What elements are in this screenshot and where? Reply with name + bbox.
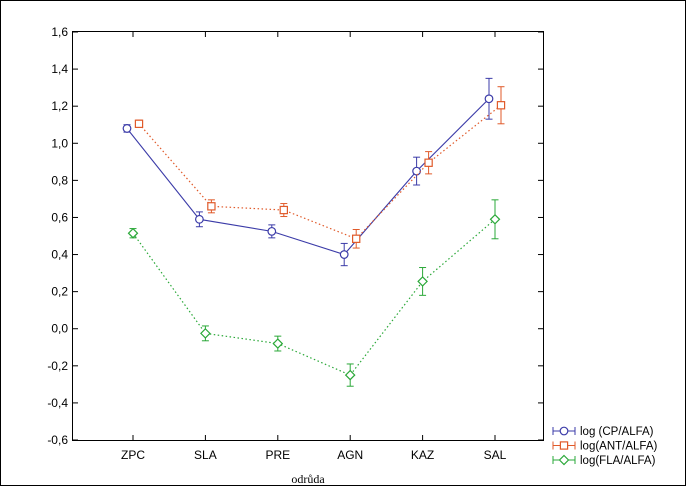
y-tick-label: 1,2 [51,99,68,113]
data-point [344,369,356,381]
x-axis-label: odrůda [291,472,325,486]
y-tick-label: 1,0 [51,136,68,150]
x-tick-label: SLA [194,448,217,462]
series-2 [127,199,501,387]
legend-marker [559,441,569,450]
y-tick-label: 0,6 [51,210,68,224]
legend-label: log (CP/ALFA) [580,426,654,438]
legend: log (CP/ALFA) log(ANT/ALFA) log(FLA/ALFA) [552,426,657,467]
y-tick-label: 0,2 [51,285,68,299]
x-tick-label: PRE [265,448,290,462]
x-tick-label: KAZ [411,448,434,462]
legend-item-0: log (CP/ALFA) [552,426,654,438]
x-tick-label: ZPC [121,448,145,462]
x-axis: ZPC SLA PRE AGN KAZ SAL [121,32,507,462]
data-point [279,205,289,215]
series-1 [134,86,506,249]
y-tick-label: -0,6 [47,433,68,447]
data-point [134,119,144,128]
x-tick-label: SAL [484,448,507,462]
data-point [412,166,422,176]
data-point [207,202,216,211]
series-layer [122,77,506,387]
x-tick-label: AGN [337,448,363,462]
data-point [127,227,139,239]
series-line [138,104,502,240]
series-line [132,218,496,376]
y-axis: -0,6 -0,4 -0,2 0,0 0,2 0,4 0,6 0,8 1,0 1,2 1,4 1,6 [47,25,543,447]
data-point [417,276,428,287]
data-point [267,226,277,236]
data-point [122,124,132,133]
legend-label: log(ANT/ALFA) [580,441,657,453]
data-point [496,101,506,110]
y-tick-label: 0,8 [51,173,68,187]
data-point [200,328,211,339]
data-point [424,158,433,167]
y-tick-label: -0,2 [47,359,68,373]
legend-label: log(FLA/ALFA) [580,455,656,467]
plot-area [72,31,544,441]
data-point [484,94,494,104]
legend-item-1: log(ANT/ALFA) [552,441,657,453]
y-tick-label: 1,6 [51,25,68,39]
data-point [272,338,284,349]
legend-marker [558,454,570,466]
data-point [194,214,204,224]
data-point [352,234,361,243]
y-tick-label: 1,4 [51,62,68,76]
y-tick-label: 0,0 [51,322,68,336]
legend-item-2: log(FLA/ALFA) [552,454,656,467]
data-point [489,213,501,225]
y-tick-label: -0,4 [47,396,68,410]
data-point [339,250,349,259]
y-tick-label: 0,4 [51,248,68,262]
legend-marker [559,426,569,436]
